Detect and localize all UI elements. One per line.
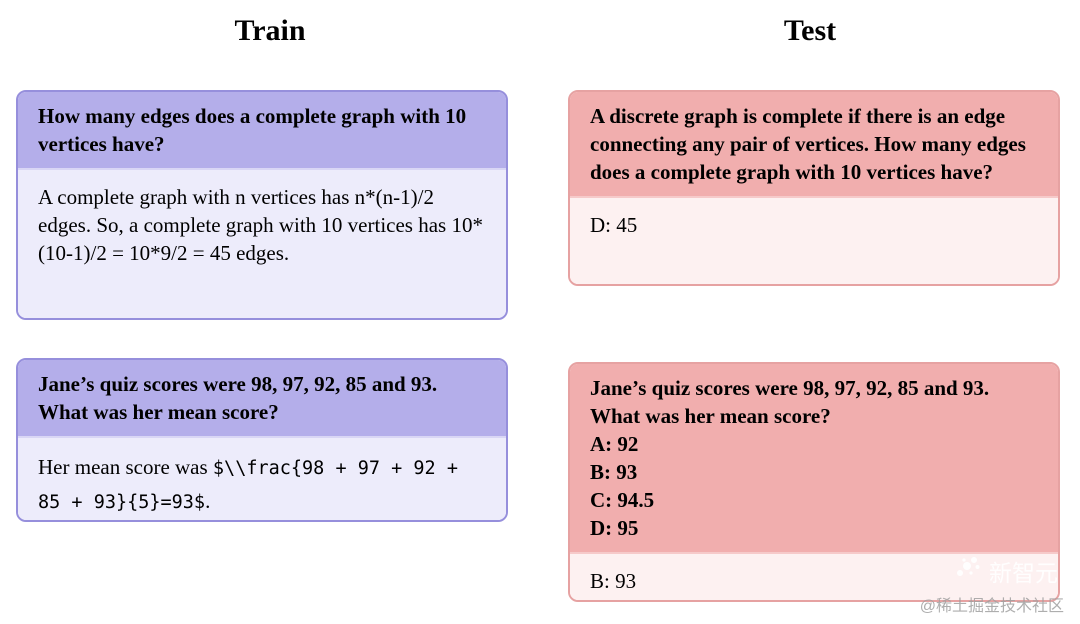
answer-text-suffix: . [205, 489, 211, 513]
watermark-brand-text: 新智元 [989, 560, 1058, 586]
test-example-card-graph: A discrete graph is complete if there is… [568, 90, 1060, 286]
watermark: 新智元 @稀土掘金技术社区 [920, 554, 1064, 616]
test-answer-graph: D: 45 [570, 198, 1058, 284]
train-example-card-quiz: Jane’s quiz scores were 98, 97, 92, 85 a… [16, 358, 508, 522]
train-answer-quiz: Her mean score was $\\frac{98 + 97 + 92 … [18, 438, 506, 520]
choice-c: C: 94.5 [590, 488, 655, 512]
answer-latex-code: $\\frac{98 + 97 + 92 + 85 + 93}{5}=93$ [38, 458, 458, 513]
test-example-card-quiz: Jane’s quiz scores were 98, 97, 92, 85 a… [568, 362, 1060, 602]
watermark-credit-text: @稀土掘金技术社区 [919, 598, 1064, 615]
test-column-title: Test [783, 14, 837, 47]
answer-text-prefix: Her mean score was [38, 455, 213, 479]
train-question-quiz: Jane’s quiz scores were 98, 97, 92, 85 a… [18, 360, 506, 438]
train-column-title: Train [234, 14, 306, 47]
choice-b: B: 93 [590, 460, 638, 484]
train-answer-graph: A complete graph with n vertices has n*(… [18, 170, 506, 318]
choice-d: D: 95 [590, 516, 639, 540]
dove-icon [953, 555, 983, 587]
train-question-graph: How many edges does a complete graph wit… [18, 92, 506, 170]
test-question-quiz: Jane’s quiz scores were 98, 97, 92, 85 a… [590, 376, 990, 428]
watermark-brand-row: 新智元 [920, 554, 1064, 588]
test-question-quiz-block: Jane’s quiz scores were 98, 97, 92, 85 a… [570, 364, 1058, 554]
test-answer-quiz: B: 93 [570, 554, 1058, 600]
train-example-card-graph: How many edges does a complete graph wit… [16, 90, 508, 320]
test-question-graph: A discrete graph is complete if there is… [570, 92, 1058, 198]
choice-a: A: 92 [590, 432, 639, 456]
